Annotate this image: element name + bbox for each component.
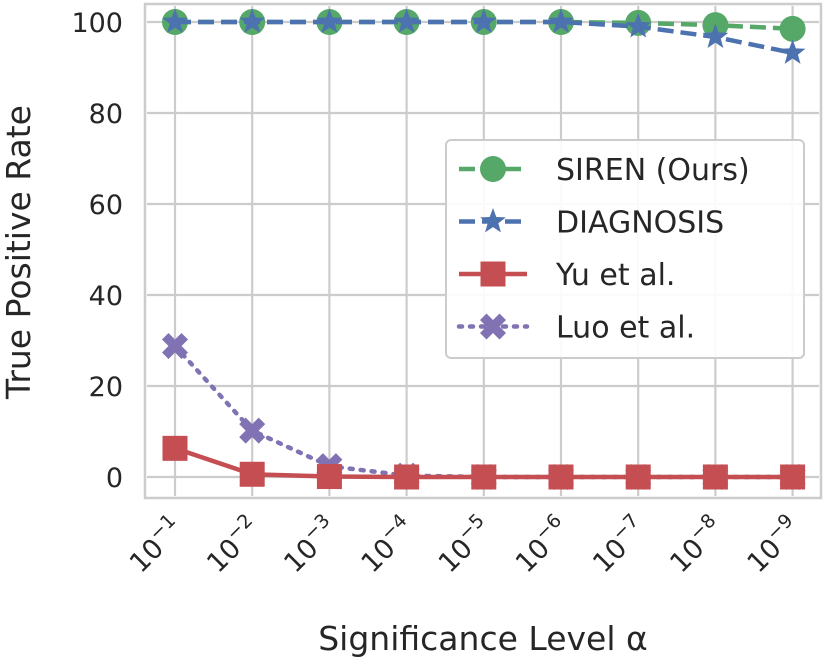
data-point: [239, 461, 265, 487]
legend-marker: [480, 313, 506, 340]
legend-item: Yu et al.: [459, 258, 675, 293]
x-tick-label: 10−8: [661, 509, 731, 579]
data-point: [471, 464, 497, 490]
data-point: [316, 8, 343, 33]
data-point: [702, 23, 729, 48]
legend-label: SIREN (Ours): [556, 153, 750, 188]
data-point: [239, 8, 266, 33]
x-tick-label: 10−3: [275, 509, 345, 579]
series-yu-et-al: [162, 435, 806, 490]
y-tick-label: 40: [89, 281, 123, 312]
data-point: [779, 39, 806, 64]
y-tick-label: 100: [71, 8, 123, 39]
data-point: [780, 464, 806, 490]
y-tick-label: 80: [89, 99, 123, 130]
legend-marker: [480, 208, 506, 233]
data-point: [162, 332, 188, 359]
x-tick-label: 10−2: [198, 509, 268, 579]
x-tick-label: 10−7: [584, 509, 654, 579]
data-point: [548, 8, 574, 33]
data-point: [625, 13, 652, 38]
data-point: [162, 8, 188, 33]
legend-marker: [480, 156, 506, 182]
x-tick-label: 10−6: [506, 509, 576, 579]
data-point: [393, 8, 420, 33]
x-tick-label: 10−5: [429, 509, 499, 579]
data-point: [548, 464, 574, 490]
data-point: [702, 464, 728, 490]
legend-item: SIREN (Ours): [459, 153, 750, 188]
data-point: [779, 15, 806, 42]
data-point: [470, 8, 497, 33]
y-tick-label: 0: [106, 463, 123, 494]
x-ticks: 10−110−210−310−410−510−610−710−810−9: [120, 509, 808, 579]
legend-label: DIAGNOSIS: [556, 206, 724, 241]
x-tick-label: 10−9: [738, 509, 808, 579]
y-axis-title: True Positive Rate: [0, 105, 38, 400]
series-layer: [162, 8, 806, 490]
legend: SIREN (Ours) DIAGNOSIS Yu et al. Luo et al.: [445, 139, 805, 359]
data-point: [316, 464, 342, 490]
series-diagnosis: [162, 8, 806, 64]
y-tick-label: 60: [89, 190, 123, 221]
y-tick-label: 20: [89, 372, 123, 403]
legend-box: [445, 139, 805, 359]
legend-item: DIAGNOSIS: [459, 206, 724, 241]
x-axis-title: Significance Level α: [318, 619, 648, 658]
y-ticks: 0 20 40 60 80 100: [71, 8, 123, 494]
legend-label: Luo et al.: [556, 311, 695, 346]
data-point: [239, 417, 266, 444]
data-point: [162, 435, 188, 461]
legend-label: Yu et al.: [555, 258, 675, 293]
legend-marker: [480, 261, 506, 287]
x-tick-label: 10−4: [352, 509, 422, 579]
data-point: [394, 464, 420, 490]
x-tick-label: 10−1: [120, 509, 190, 579]
legend-item: Luo et al.: [456, 311, 695, 346]
data-point: [625, 464, 651, 490]
